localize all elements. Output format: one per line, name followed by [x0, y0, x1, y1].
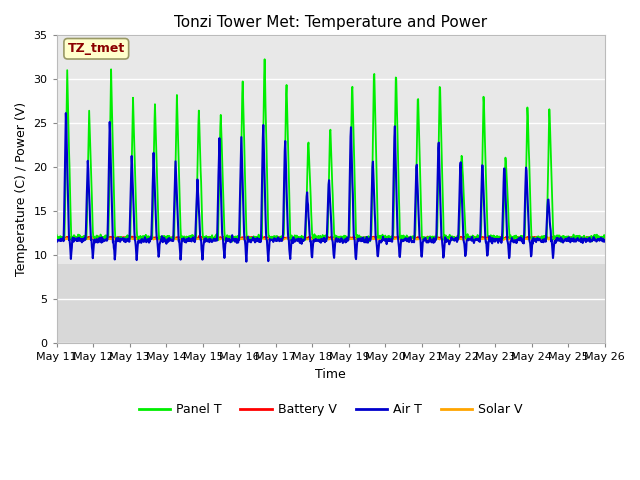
Solar V — [126, 236, 134, 242]
Line: Battery V: Battery V — [57, 236, 605, 239]
Air T — [62, 110, 70, 116]
Line: Solar V: Solar V — [57, 237, 605, 240]
Battery V — [291, 235, 299, 241]
Panel T — [260, 56, 268, 62]
Battery V — [601, 234, 609, 240]
Panel T — [237, 148, 245, 154]
Bar — [57, 264, 605, 343]
Panel T — [145, 237, 153, 242]
Battery V — [238, 235, 246, 240]
Battery V — [53, 235, 61, 240]
Air T — [53, 239, 61, 244]
Solar V — [342, 237, 349, 242]
Air T — [601, 238, 609, 243]
Panel T — [353, 234, 360, 240]
Title: Tonzi Tower Met: Temperature and Power: Tonzi Tower Met: Temperature and Power — [174, 15, 487, 30]
Text: TZ_tmet: TZ_tmet — [68, 42, 125, 55]
Panel T — [125, 233, 133, 239]
Panel T — [53, 232, 61, 238]
Battery V — [195, 233, 203, 239]
Air T — [353, 242, 361, 248]
Panel T — [291, 232, 299, 238]
Solar V — [239, 236, 246, 242]
Air T — [126, 224, 134, 229]
Battery V — [125, 234, 133, 240]
X-axis label: Time: Time — [316, 368, 346, 381]
Solar V — [220, 234, 227, 240]
Solar V — [291, 235, 299, 241]
Solar V — [146, 236, 154, 242]
Solar V — [353, 236, 361, 242]
Battery V — [353, 234, 360, 240]
Y-axis label: Temperature (C) / Power (V): Temperature (C) / Power (V) — [15, 102, 28, 276]
Air T — [243, 259, 250, 264]
Battery V — [341, 235, 349, 240]
Battery V — [145, 235, 153, 240]
Solar V — [53, 236, 61, 241]
Line: Air T: Air T — [57, 113, 605, 262]
Solar V — [601, 236, 609, 242]
Panel T — [341, 235, 349, 240]
Panel T — [601, 235, 609, 240]
Air T — [238, 150, 246, 156]
Air T — [146, 236, 154, 241]
Air T — [342, 240, 349, 245]
Line: Panel T: Panel T — [57, 59, 605, 242]
Air T — [291, 238, 299, 244]
Panel T — [557, 239, 564, 245]
Legend: Panel T, Battery V, Air T, Solar V: Panel T, Battery V, Air T, Solar V — [134, 398, 528, 421]
Solar V — [74, 238, 81, 243]
Battery V — [483, 236, 491, 242]
